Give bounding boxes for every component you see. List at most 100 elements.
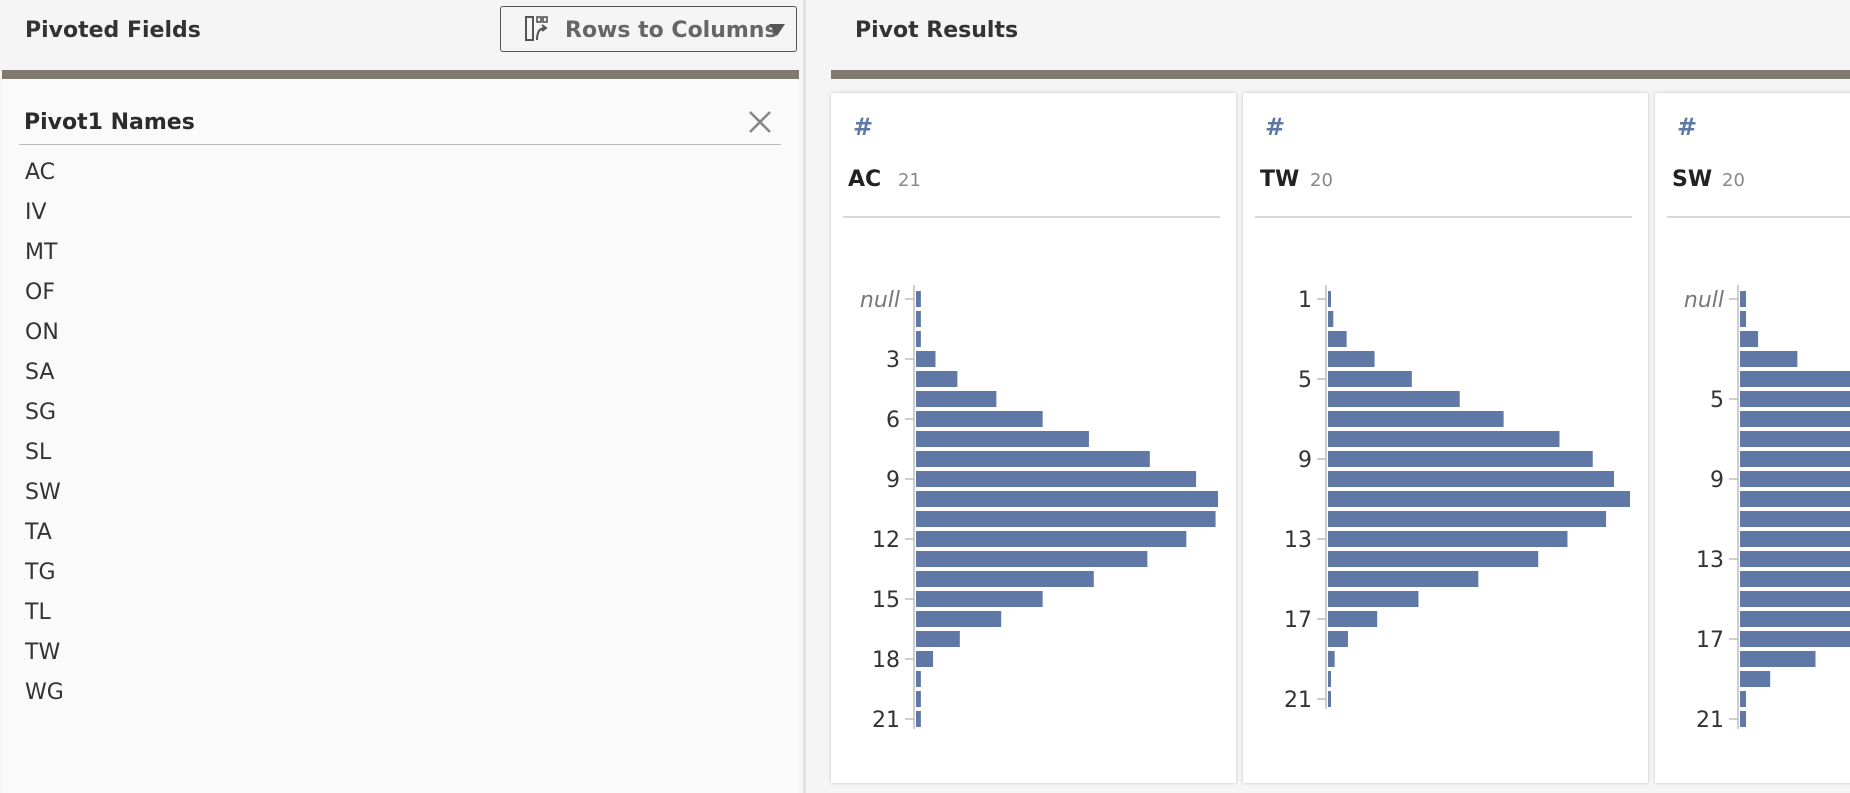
histogram-bar[interactable] bbox=[916, 371, 958, 387]
histogram-bar[interactable] bbox=[1740, 571, 1850, 587]
histogram-bar[interactable] bbox=[1740, 331, 1759, 347]
histogram-bar[interactable] bbox=[1328, 451, 1593, 467]
histogram-bar[interactable] bbox=[916, 611, 1002, 627]
axis-tick-label: 1 bbox=[1298, 288, 1312, 313]
chevron-down-icon bbox=[769, 24, 785, 36]
axis-tick-label: 17 bbox=[1696, 628, 1724, 653]
pivot-name-item[interactable]: MT bbox=[25, 240, 58, 265]
histogram-bar[interactable] bbox=[1328, 371, 1412, 387]
pivot-name-item[interactable]: ON bbox=[25, 320, 59, 345]
histogram-bar[interactable] bbox=[916, 531, 1187, 547]
histogram-bar[interactable] bbox=[1740, 591, 1850, 607]
histogram-bar[interactable] bbox=[916, 711, 921, 727]
histogram-bar[interactable] bbox=[1328, 531, 1568, 547]
pivot-name-item[interactable]: WG bbox=[25, 680, 64, 705]
histogram-bar[interactable] bbox=[916, 691, 921, 707]
histogram-bar[interactable] bbox=[916, 511, 1216, 527]
histogram-bar[interactable] bbox=[916, 571, 1094, 587]
histogram-bar[interactable] bbox=[916, 351, 936, 367]
histogram-bar[interactable] bbox=[916, 551, 1148, 567]
panel-splitter[interactable] bbox=[803, 0, 806, 793]
histogram-bar[interactable] bbox=[1328, 431, 1560, 447]
histogram-bar[interactable] bbox=[1740, 611, 1850, 627]
histogram-bar[interactable] bbox=[1328, 391, 1460, 407]
pivot-names-list: AC IV MT OF ON SA SG SL SW TA TG TL TW WG bbox=[25, 157, 64, 717]
histogram-bar[interactable] bbox=[1740, 471, 1850, 487]
pivot-name-item[interactable]: TG bbox=[25, 560, 56, 585]
field-profile-card-sw[interactable]: # SW 20 null 5 9 13 17 21 bbox=[1655, 93, 1850, 783]
histogram-bar[interactable] bbox=[1328, 311, 1334, 327]
field-profile-card-tw[interactable]: # TW 20 1 5 9 13 17 21 bbox=[1243, 93, 1648, 783]
histogram-bar[interactable] bbox=[1328, 291, 1331, 307]
histogram-bar[interactable] bbox=[1740, 371, 1850, 387]
histogram-bar[interactable] bbox=[1328, 591, 1419, 607]
pivoted-fields-panel: Pivoted Fields Rows to Columns Pivot1 Na… bbox=[0, 0, 800, 793]
histogram-bar[interactable] bbox=[1740, 311, 1747, 327]
histogram-bar[interactable] bbox=[1328, 411, 1504, 427]
histogram-bar[interactable] bbox=[1740, 551, 1850, 567]
pivot-name-item[interactable]: AC bbox=[25, 160, 56, 185]
histogram-bar[interactable] bbox=[916, 391, 997, 407]
pivot-name-item[interactable]: SA bbox=[25, 360, 55, 385]
histogram-bar[interactable] bbox=[1740, 671, 1771, 687]
histogram-bar[interactable] bbox=[916, 331, 921, 347]
pivoted-field-drop-area bbox=[2, 79, 799, 793]
histogram-bar[interactable] bbox=[1328, 491, 1630, 507]
histogram-bar[interactable] bbox=[1740, 691, 1747, 707]
histogram-bar[interactable] bbox=[916, 431, 1089, 447]
histogram-bar[interactable] bbox=[1740, 511, 1850, 527]
histogram-bar[interactable] bbox=[916, 631, 960, 647]
histogram-bar[interactable] bbox=[1740, 631, 1850, 647]
histogram-bar[interactable] bbox=[1328, 611, 1378, 627]
distinct-count: 21 bbox=[898, 170, 921, 191]
pivot-name-item[interactable]: TA bbox=[25, 520, 52, 545]
axis-tick-label: 9 bbox=[1710, 468, 1724, 493]
pivot-mode-dropdown[interactable]: Rows to Columns bbox=[500, 6, 797, 52]
pivot-name-item[interactable]: SL bbox=[25, 440, 52, 465]
histogram-bar[interactable] bbox=[1740, 391, 1850, 407]
histogram-bar[interactable] bbox=[916, 411, 1043, 427]
pivot-icon bbox=[525, 16, 548, 41]
histogram-bar[interactable] bbox=[916, 651, 934, 667]
histogram-bar[interactable] bbox=[1328, 551, 1539, 567]
field-profile-card-ac[interactable]: # AC 21 null 3 6 9 12 15 18 21 bbox=[831, 93, 1236, 783]
close-icon[interactable] bbox=[748, 110, 772, 134]
axis-tick-label: 21 bbox=[872, 708, 900, 733]
histogram-bar[interactable] bbox=[916, 471, 1197, 487]
histogram-bar[interactable] bbox=[1328, 571, 1479, 587]
histogram-bar[interactable] bbox=[916, 671, 921, 687]
histogram-bar[interactable] bbox=[1328, 691, 1331, 707]
histogram-bar[interactable] bbox=[1328, 671, 1331, 687]
value-histogram: null 3 6 9 12 15 18 21 bbox=[860, 285, 1218, 733]
histogram-bar[interactable] bbox=[916, 291, 921, 307]
pivot-name-item[interactable]: TW bbox=[25, 640, 61, 665]
axis-tick-label: 5 bbox=[1298, 368, 1312, 393]
histogram-bar[interactable] bbox=[1740, 651, 1816, 667]
pivot-name-item[interactable]: SG bbox=[25, 400, 57, 425]
histogram-bar[interactable] bbox=[1740, 351, 1798, 367]
histogram-bar[interactable] bbox=[1328, 651, 1335, 667]
panel-title: Pivot Results bbox=[855, 18, 1019, 43]
histogram-bar[interactable] bbox=[1740, 411, 1850, 427]
hash-icon: # bbox=[1677, 113, 1698, 141]
histogram-bar[interactable] bbox=[1328, 631, 1348, 647]
histogram-bar[interactable] bbox=[1328, 331, 1347, 347]
histogram-bar[interactable] bbox=[1740, 431, 1850, 447]
histogram-bar[interactable] bbox=[1740, 291, 1747, 307]
histogram-bar[interactable] bbox=[1740, 451, 1850, 467]
histogram-bar[interactable] bbox=[1740, 711, 1747, 727]
pivot-name-item[interactable]: SW bbox=[25, 480, 61, 505]
histogram-bar[interactable] bbox=[1328, 511, 1607, 527]
panel-header-bar bbox=[2, 70, 799, 79]
pivot-name-item[interactable]: TL bbox=[25, 600, 51, 625]
histogram-bar[interactable] bbox=[1328, 471, 1615, 487]
histogram-bar[interactable] bbox=[916, 451, 1150, 467]
pivot-name-item[interactable]: IV bbox=[25, 200, 47, 225]
histogram-bar[interactable] bbox=[1740, 491, 1850, 507]
histogram-bar[interactable] bbox=[1740, 531, 1850, 547]
histogram-bar[interactable] bbox=[916, 491, 1218, 507]
pivot-name-item[interactable]: OF bbox=[25, 280, 55, 305]
histogram-bar[interactable] bbox=[1328, 351, 1375, 367]
histogram-bar[interactable] bbox=[916, 311, 921, 327]
histogram-bar[interactable] bbox=[916, 591, 1043, 607]
